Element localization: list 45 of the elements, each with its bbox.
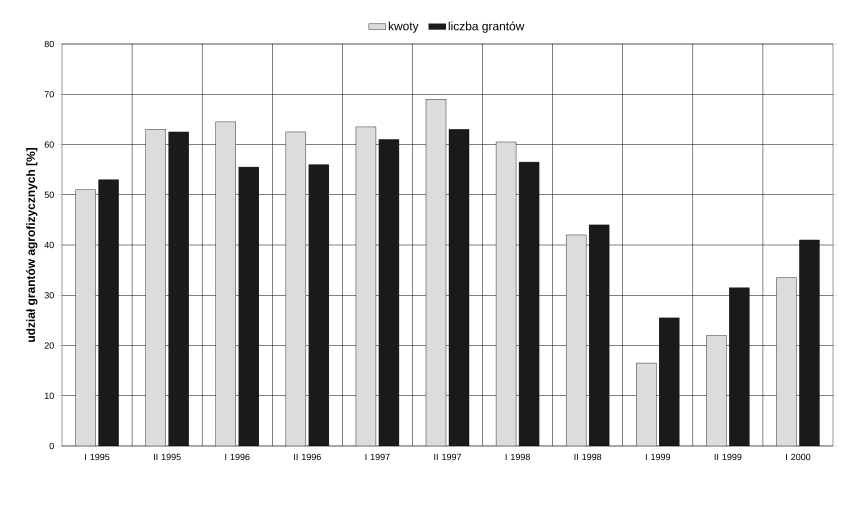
bar [566,234,586,446]
x-tick-label: II 1999 [714,454,742,460]
x-tick-label: II 1998 [574,454,602,460]
bar [496,142,516,446]
bar [75,190,96,446]
y-tick-label: 60 [44,141,54,148]
bar [659,318,680,446]
y-axis-title: udział grantów agrofizycznych [%] [26,148,38,342]
x-tick-label: II 1995 [154,454,181,460]
legend-label: kwoty [388,22,419,33]
y-tick-label: 80 [44,40,54,48]
x-tick-label: I 2000 [786,454,810,460]
bar [98,179,119,446]
bar [588,224,610,446]
bar [308,164,330,446]
x-tick-label: II 1997 [434,454,462,460]
x-tick-label: I 1996 [225,454,250,460]
bar [216,122,236,446]
bar [518,162,540,446]
y-tick-label: 30 [44,292,54,298]
legend-label: liczba grantów [448,21,524,33]
bar [706,335,727,446]
bar [356,126,376,446]
y-tick-label: 50 [44,192,54,198]
bar [145,129,166,446]
x-tick-label: I 1999 [646,454,670,460]
x-tick-label: I 1997 [366,454,390,460]
bar [799,240,820,446]
bar [448,129,470,446]
bar [776,277,797,446]
y-tick-label: 20 [44,342,54,349]
bar [238,166,259,446]
y-tick-label: 0 [50,442,54,450]
bar [636,362,656,446]
bar [168,132,189,446]
bar [729,288,750,446]
bar [286,132,306,446]
y-tick-label: 40 [44,242,54,248]
bar [426,99,446,446]
x-tick-label: I 1998 [506,454,530,460]
y-tick-label: 10 [44,392,54,399]
bar [378,139,400,446]
x-tick-label: II 1996 [294,454,321,460]
y-tick-label: 70 [44,91,54,98]
x-tick-label: I 1995 [85,454,110,460]
